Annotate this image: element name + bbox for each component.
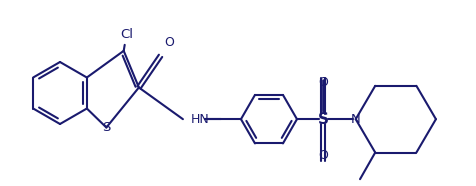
Text: O: O [317, 76, 327, 89]
Text: N: N [350, 113, 360, 126]
Text: Cl: Cl [120, 28, 133, 41]
Text: S: S [102, 121, 110, 134]
Text: O: O [317, 149, 327, 162]
Text: O: O [164, 36, 174, 49]
Text: S: S [317, 112, 328, 127]
Text: HN: HN [190, 113, 209, 126]
